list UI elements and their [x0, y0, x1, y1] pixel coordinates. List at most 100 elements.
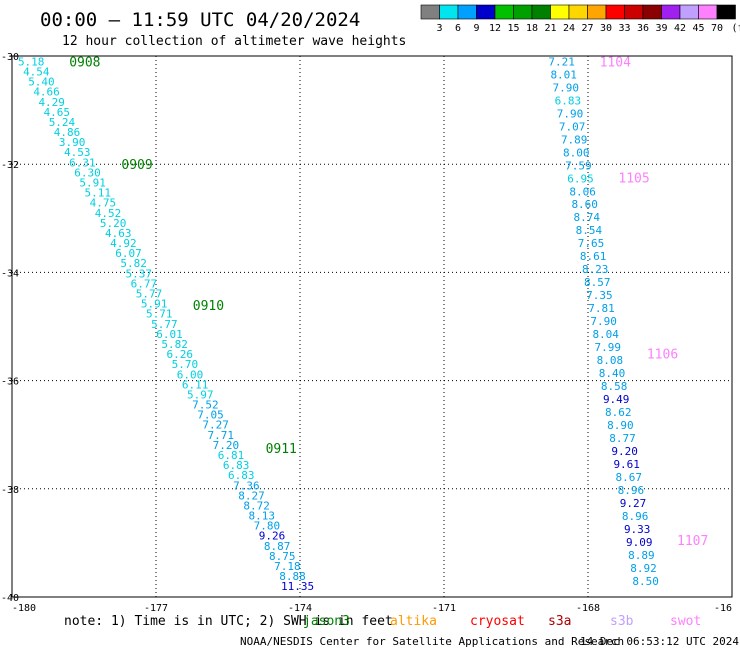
- wave-height-value: 5.71: [146, 308, 173, 321]
- wave-height-value: 8.77: [609, 432, 636, 445]
- color-bin: [513, 4, 533, 20]
- wave-height-value: 7.81: [588, 302, 615, 315]
- wave-height-value: 8.96: [618, 484, 645, 497]
- wave-height-value: 8.96: [622, 510, 649, 523]
- wave-height-value: 8.90: [607, 419, 634, 432]
- wave-height-value: 6.30: [74, 166, 101, 179]
- wave-height-value: 6.07: [115, 247, 142, 260]
- wave-height-value: 4.53: [64, 146, 91, 159]
- wave-height-value: 4.54: [23, 66, 50, 79]
- wave-height-value: 7.90: [553, 81, 580, 94]
- color-bin-label: 3: [436, 23, 442, 34]
- color-bin-label: 6: [455, 23, 461, 34]
- color-bin-label: 33: [618, 23, 630, 34]
- wave-height-marks: 5.184.545.404.664.294.655.244.863.904.53…: [18, 55, 708, 593]
- wave-height-value: 7.59: [565, 159, 592, 172]
- color-bin-label: 30: [600, 23, 612, 34]
- mission-legend: jason3 altika cryosat s3a s3b swot: [303, 614, 701, 629]
- wave-height-value: 6.83: [555, 94, 582, 107]
- color-bin: [679, 4, 699, 20]
- wave-height-value: 8.04: [592, 328, 619, 341]
- wave-height-value: 7.90: [590, 315, 617, 328]
- footer: note: 1) Time is in UTC; 2) SWH is in fe…: [64, 614, 739, 648]
- wave-height-value: 9.26: [259, 530, 286, 543]
- x-tick-label: -171: [432, 603, 456, 614]
- wave-height-value: 9.33: [624, 523, 651, 536]
- wave-height-value: 5.11: [85, 187, 112, 200]
- wave-height-value: 4.63: [105, 227, 132, 240]
- wave-height-value: 4.65: [44, 106, 71, 119]
- wave-height-value: 7.80: [254, 520, 281, 533]
- wave-height-value: 6.00: [177, 368, 204, 381]
- wave-height-value: 4.29: [38, 96, 65, 109]
- wave-height-value: 7.90: [557, 107, 584, 120]
- wave-height-value: 6.31: [69, 156, 96, 169]
- wave-height-value: 8.13: [248, 510, 275, 523]
- y-tick-label: -30: [1, 52, 19, 63]
- wave-height-value: 8.06: [569, 185, 596, 198]
- pass-time-label: 1104: [600, 55, 631, 70]
- wave-height-value: 8.75: [269, 550, 296, 563]
- wave-height-value: 8.87: [264, 540, 291, 553]
- chart-title: 00:00 – 11:59 UTC 04/20/2024: [40, 9, 360, 31]
- color-bin-label: 27: [581, 23, 593, 34]
- x-tick-label: -16: [714, 603, 732, 614]
- color-bin-label: 70: [711, 23, 723, 34]
- x-tick-label: -174: [288, 603, 312, 614]
- wave-height-value: 8.72: [243, 499, 270, 512]
- wave-height-value: 6.81: [218, 449, 245, 462]
- color-bin: [439, 4, 459, 20]
- pass-time-label: 0910: [193, 299, 224, 314]
- plot-frame: [11, 55, 733, 598]
- wave-height-value: 7.65: [578, 237, 605, 250]
- wave-height-value: 7.36: [233, 479, 260, 492]
- wave-height-value: 8.60: [571, 198, 598, 211]
- pass-time-label: 0911: [266, 442, 297, 457]
- wave-height-value: 5.40: [28, 76, 55, 89]
- wave-height-value: 7.71: [208, 429, 235, 442]
- wave-height-value: 9.49: [603, 393, 630, 406]
- pass-time-label: 1107: [677, 534, 708, 549]
- wave-height-value: 7.21: [548, 55, 575, 68]
- wave-height-value: 8.54: [576, 224, 603, 237]
- wave-height-value: 8.74: [574, 211, 601, 224]
- wave-height-value: 9.27: [620, 497, 647, 510]
- mission-s3b: s3b: [610, 614, 634, 629]
- wave-height-value: 3.90: [59, 136, 86, 149]
- wave-height-value: 7.27: [202, 419, 229, 432]
- wave-height-value: 5.91: [79, 177, 106, 190]
- color-bin: [716, 4, 736, 20]
- wave-height-value: 6.83: [223, 459, 250, 472]
- pass-time-label: 1106: [647, 348, 678, 363]
- wave-height-value: 8.62: [605, 406, 632, 419]
- wave-height-value: 7.35: [586, 289, 613, 302]
- y-tick-label: -36: [1, 377, 19, 388]
- color-bin-label: 12: [489, 23, 501, 34]
- x-tick-label: -180: [12, 603, 36, 614]
- wave-height-value: 5.37: [126, 267, 153, 280]
- credit-line: NOAA/NESDIS Center for Satellite Applica…: [240, 635, 624, 648]
- wave-height-value: 5.20: [100, 217, 127, 230]
- series-jason3: 5.184.545.404.664.294.655.244.863.904.53…: [18, 55, 314, 593]
- wave-height-value: 7.07: [559, 120, 586, 133]
- color-bin: [624, 4, 644, 20]
- wave-height-value: 8.89: [628, 549, 655, 562]
- wave-height-value: 8.67: [616, 471, 643, 484]
- wave-height-value: 4.92: [110, 237, 137, 250]
- color-bin-label: 42: [674, 23, 686, 34]
- wave-height-value: 8.61: [580, 250, 607, 263]
- color-bin-label: 45: [692, 23, 704, 34]
- wave-height-value: 8.88: [279, 570, 306, 583]
- color-bin-label: 39: [655, 23, 667, 34]
- color-bin-label: 36: [637, 23, 649, 34]
- wave-height-value: 8.50: [632, 575, 659, 588]
- color-bin: [457, 4, 477, 20]
- color-bin: [642, 4, 662, 20]
- wave-height-value: 6.95: [567, 172, 594, 185]
- color-bin: [587, 4, 607, 20]
- pass-time-label: 1105: [618, 172, 649, 187]
- pass-time-label: 0909: [121, 158, 152, 173]
- chart-subtitle: 12 hour collection of altimeter wave hei…: [62, 34, 406, 49]
